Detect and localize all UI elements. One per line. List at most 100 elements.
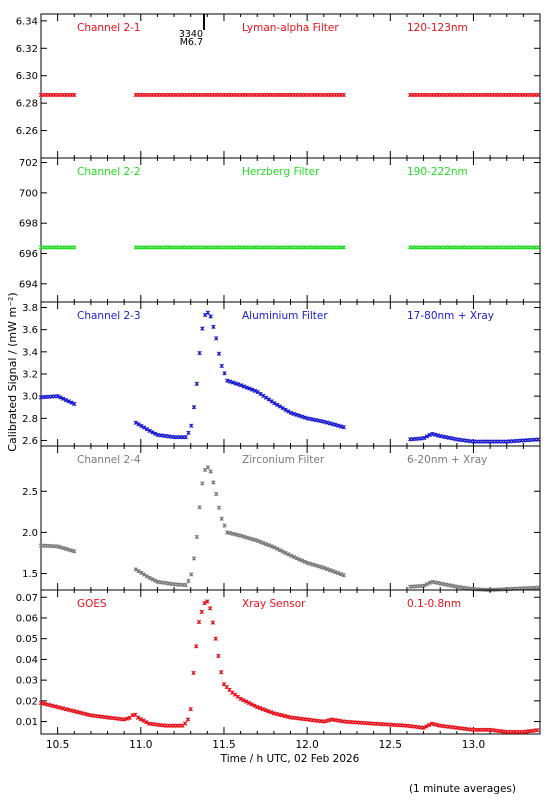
data-point [219, 363, 224, 369]
data-point [255, 704, 260, 710]
data-point [299, 558, 305, 563]
data-point [297, 557, 302, 562]
data-point [183, 434, 188, 440]
data-point [288, 410, 294, 416]
data-point [225, 378, 230, 383]
data-point [280, 405, 285, 411]
channel-label: Channel 2-3 [77, 310, 141, 322]
data-point [427, 580, 432, 586]
data-point [144, 427, 150, 432]
data-point [426, 722, 432, 728]
y-tick-label: 6.32 [16, 44, 38, 55]
data-point [257, 705, 263, 711]
data-point [227, 379, 233, 384]
x-tick-label: 10.5 [46, 739, 69, 751]
data-point [230, 380, 236, 385]
data-point [216, 653, 221, 659]
y-tick-label: 3.2 [22, 370, 38, 381]
data-point [294, 412, 299, 417]
data-point [338, 571, 344, 577]
data-point [283, 550, 288, 556]
y-tick-label: 0.04 [16, 655, 38, 666]
data-point [138, 717, 143, 722]
data-point [272, 545, 277, 550]
data-point [535, 728, 540, 733]
data-point [244, 385, 249, 390]
x-tick-label: 11.0 [129, 739, 152, 751]
data-point [136, 422, 141, 427]
data-point [302, 415, 308, 420]
y-tick-label: 698 [19, 219, 38, 230]
data-point [249, 702, 254, 707]
y-tick-label: 0.03 [16, 676, 38, 687]
data-point [147, 428, 152, 433]
channel-label: Channel 2-4 [77, 454, 141, 466]
data-point [427, 432, 432, 438]
flare-number: 3340 [179, 29, 203, 40]
data-point [72, 549, 77, 554]
y-tick-label: 3.8 [22, 303, 38, 314]
y-tick-label: 1.5 [22, 569, 38, 580]
data-point [141, 572, 147, 577]
y-tick-label: 0.06 [16, 613, 38, 624]
data-point [141, 425, 147, 430]
x-tick-label: 12.0 [295, 739, 318, 751]
y-tick-label: 3.6 [22, 325, 38, 336]
data-point [194, 644, 199, 649]
data-point [269, 399, 274, 404]
data-point [266, 543, 272, 548]
data-point [341, 424, 346, 430]
data-point [219, 669, 224, 675]
data-point [297, 413, 302, 418]
channel-label: Channel 2-2 [77, 166, 141, 178]
data-point [535, 437, 540, 442]
data-point [263, 541, 269, 547]
data-point [200, 326, 205, 331]
data-point [283, 407, 288, 412]
data-point [214, 491, 219, 497]
data-point [258, 539, 263, 545]
data-point [250, 387, 255, 392]
data-point [324, 566, 330, 572]
data-point [252, 388, 258, 394]
data-point [197, 350, 202, 356]
data-point [322, 565, 327, 571]
data-point [535, 92, 540, 98]
data-point [421, 435, 427, 441]
y-tick-label: 696 [19, 249, 38, 260]
data-point [186, 430, 191, 436]
data-point [263, 707, 268, 713]
data-point [191, 405, 197, 410]
data-point [280, 549, 285, 554]
y-tick-label: 6.34 [16, 16, 38, 27]
data-point [255, 538, 260, 544]
band-label: 6-20nm + Xray [407, 454, 487, 466]
data-point [150, 430, 155, 435]
data-point [182, 721, 188, 726]
data-point [216, 351, 222, 356]
y-tick-label: 2.6 [22, 436, 38, 447]
data-point [144, 574, 150, 579]
data-point [243, 699, 249, 704]
data-point [183, 582, 188, 588]
data-point [260, 706, 265, 712]
data-point [186, 578, 191, 584]
y-tick-label: 3.4 [22, 347, 38, 358]
data-point [255, 389, 260, 395]
data-point [238, 696, 243, 701]
data-point [200, 481, 205, 486]
data-point [211, 324, 216, 330]
data-point [208, 314, 213, 319]
data-point [341, 245, 346, 250]
data-point [207, 606, 213, 611]
data-point [60, 396, 66, 401]
data-point [261, 540, 266, 546]
data-point [263, 395, 269, 400]
data-point [299, 414, 305, 419]
data-point [268, 710, 274, 715]
data-point [139, 570, 144, 576]
data-point [222, 523, 227, 528]
x-tick-label: 13.0 [462, 739, 485, 751]
y-tick-label: 0.02 [16, 696, 38, 707]
